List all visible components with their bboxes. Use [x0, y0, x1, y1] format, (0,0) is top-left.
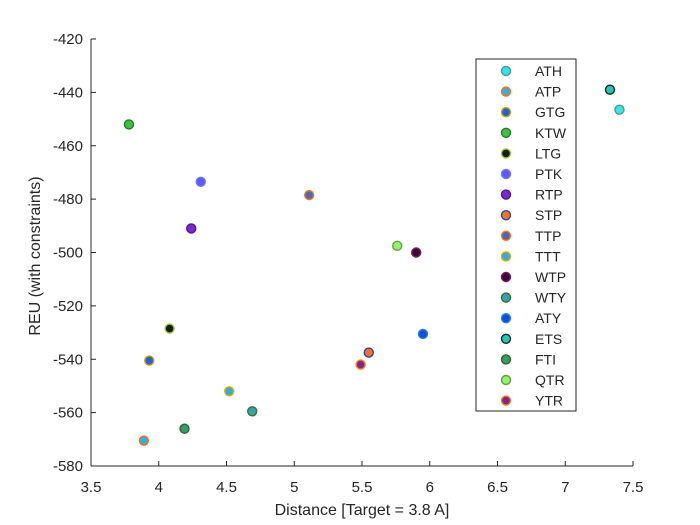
data-point-ttt	[224, 386, 235, 397]
y-tick-label: -480	[53, 191, 83, 208]
y-tick-label: -540	[53, 351, 83, 368]
legend-marker-qtr	[500, 374, 512, 386]
legend-items: ATH ATP GTG KTW LTG PTK RTP STP TTP TTT WTP WTY ATY E…	[500, 63, 567, 409]
x-tick-label: 4.5	[216, 479, 237, 496]
data-point-aty	[417, 328, 429, 340]
legend-marker-ktw	[500, 127, 512, 139]
y-tick-label: -440	[53, 84, 83, 101]
legend-label-stp: STP	[535, 207, 562, 223]
legend-label-ltg: LTG	[535, 145, 561, 161]
data-point-gtg	[144, 355, 155, 366]
data-point-stp	[363, 347, 374, 358]
data-point-rtp	[186, 223, 197, 234]
legend-label-fti: FTI	[535, 351, 556, 367]
y-axis-label: REU (with constraints)	[27, 176, 44, 335]
data-point-ptk	[195, 176, 206, 187]
axes: 3.5 4 4.5 5 5.5 6 6.5 7 7.5 -420 -440 -460 -480 -500…	[53, 31, 643, 496]
legend-label-rtp: RTP	[535, 187, 563, 203]
data-point-wty	[247, 406, 258, 417]
data-point-ltg	[164, 323, 175, 334]
legend-marker-ptk	[500, 168, 512, 180]
x-axis-label: Distance [Target = 3.8 A]	[275, 502, 450, 519]
legend-label-wty: WTY	[535, 290, 567, 306]
legend-label-ets: ETS	[535, 331, 562, 347]
legend-label-ath: ATH	[535, 63, 562, 79]
legend-label-gtg: GTG	[535, 104, 565, 120]
y-tick-label: -500	[53, 245, 83, 262]
data-point-ath	[614, 104, 625, 115]
data-point-ets	[604, 84, 616, 95]
y-tick-label: -520	[53, 298, 83, 315]
legend-marker-fti	[500, 354, 512, 365]
x-tick-label: 4	[155, 479, 163, 496]
legend-label-ptk: PTK	[535, 166, 563, 182]
y-ticks: -420 -440 -460 -480 -500 -520 -540 -560 -580	[53, 31, 96, 475]
legend-marker-aty	[500, 313, 512, 324]
legend-marker-ytr	[500, 395, 512, 406]
data-point-qtr	[392, 240, 403, 252]
legend-label-ytr: YTR	[535, 393, 563, 409]
legend-label-atp: ATP	[535, 84, 561, 100]
data-point-fti	[179, 423, 190, 434]
legend-marker-rtp	[500, 189, 512, 200]
legend-label-wtp: WTP	[535, 269, 566, 285]
legend-marker-gtg	[500, 106, 512, 118]
y-tick-label: -560	[53, 405, 83, 422]
x-tick-label: 6	[426, 479, 434, 496]
legend-marker-ltg	[500, 148, 512, 159]
legend-marker-stp	[500, 209, 512, 221]
data-point-ttp	[303, 189, 315, 201]
legend-marker-atp	[500, 86, 512, 97]
data-point-wtp	[411, 247, 422, 258]
y-tick-label: -460	[53, 138, 83, 155]
legend-marker-wty	[500, 292, 512, 303]
x-tick-label: 7	[561, 479, 569, 496]
legend-marker-ttp	[500, 230, 512, 242]
legend-marker-ets	[500, 333, 512, 344]
legend-marker-wtp	[500, 271, 512, 283]
x-ticks: 3.5 4 4.5 5 5.5 6 6.5 7 7.5	[81, 461, 644, 496]
legend-label-qtr: QTR	[535, 372, 565, 388]
legend-label-ttp: TTP	[535, 228, 561, 244]
y-tick-label: -420	[53, 31, 83, 48]
x-tick-label: 7.5	[623, 479, 644, 496]
legend-label-ktw: KTW	[535, 125, 567, 141]
legend-marker-ttt	[500, 251, 512, 262]
data-point-ktw	[123, 119, 135, 130]
legend-label-ttt: TTT	[535, 248, 561, 264]
legend-label-aty: ATY	[535, 310, 562, 326]
x-tick-label: 3.5	[81, 479, 102, 496]
legend-marker-ath	[500, 65, 512, 77]
x-tick-label: 5.5	[352, 479, 373, 496]
y-tick-label: -580	[53, 458, 83, 475]
data-point-ytr	[355, 359, 366, 370]
x-tick-label: 6.5	[487, 479, 508, 496]
data-point-atp	[138, 435, 150, 446]
legend-box	[475, 58, 577, 412]
legend: ATH ATP GTG KTW LTG PTK RTP STP TTP TTT WTP WTY ATY E…	[475, 58, 577, 412]
x-tick-label: 5	[290, 479, 298, 496]
data-points	[123, 84, 625, 446]
